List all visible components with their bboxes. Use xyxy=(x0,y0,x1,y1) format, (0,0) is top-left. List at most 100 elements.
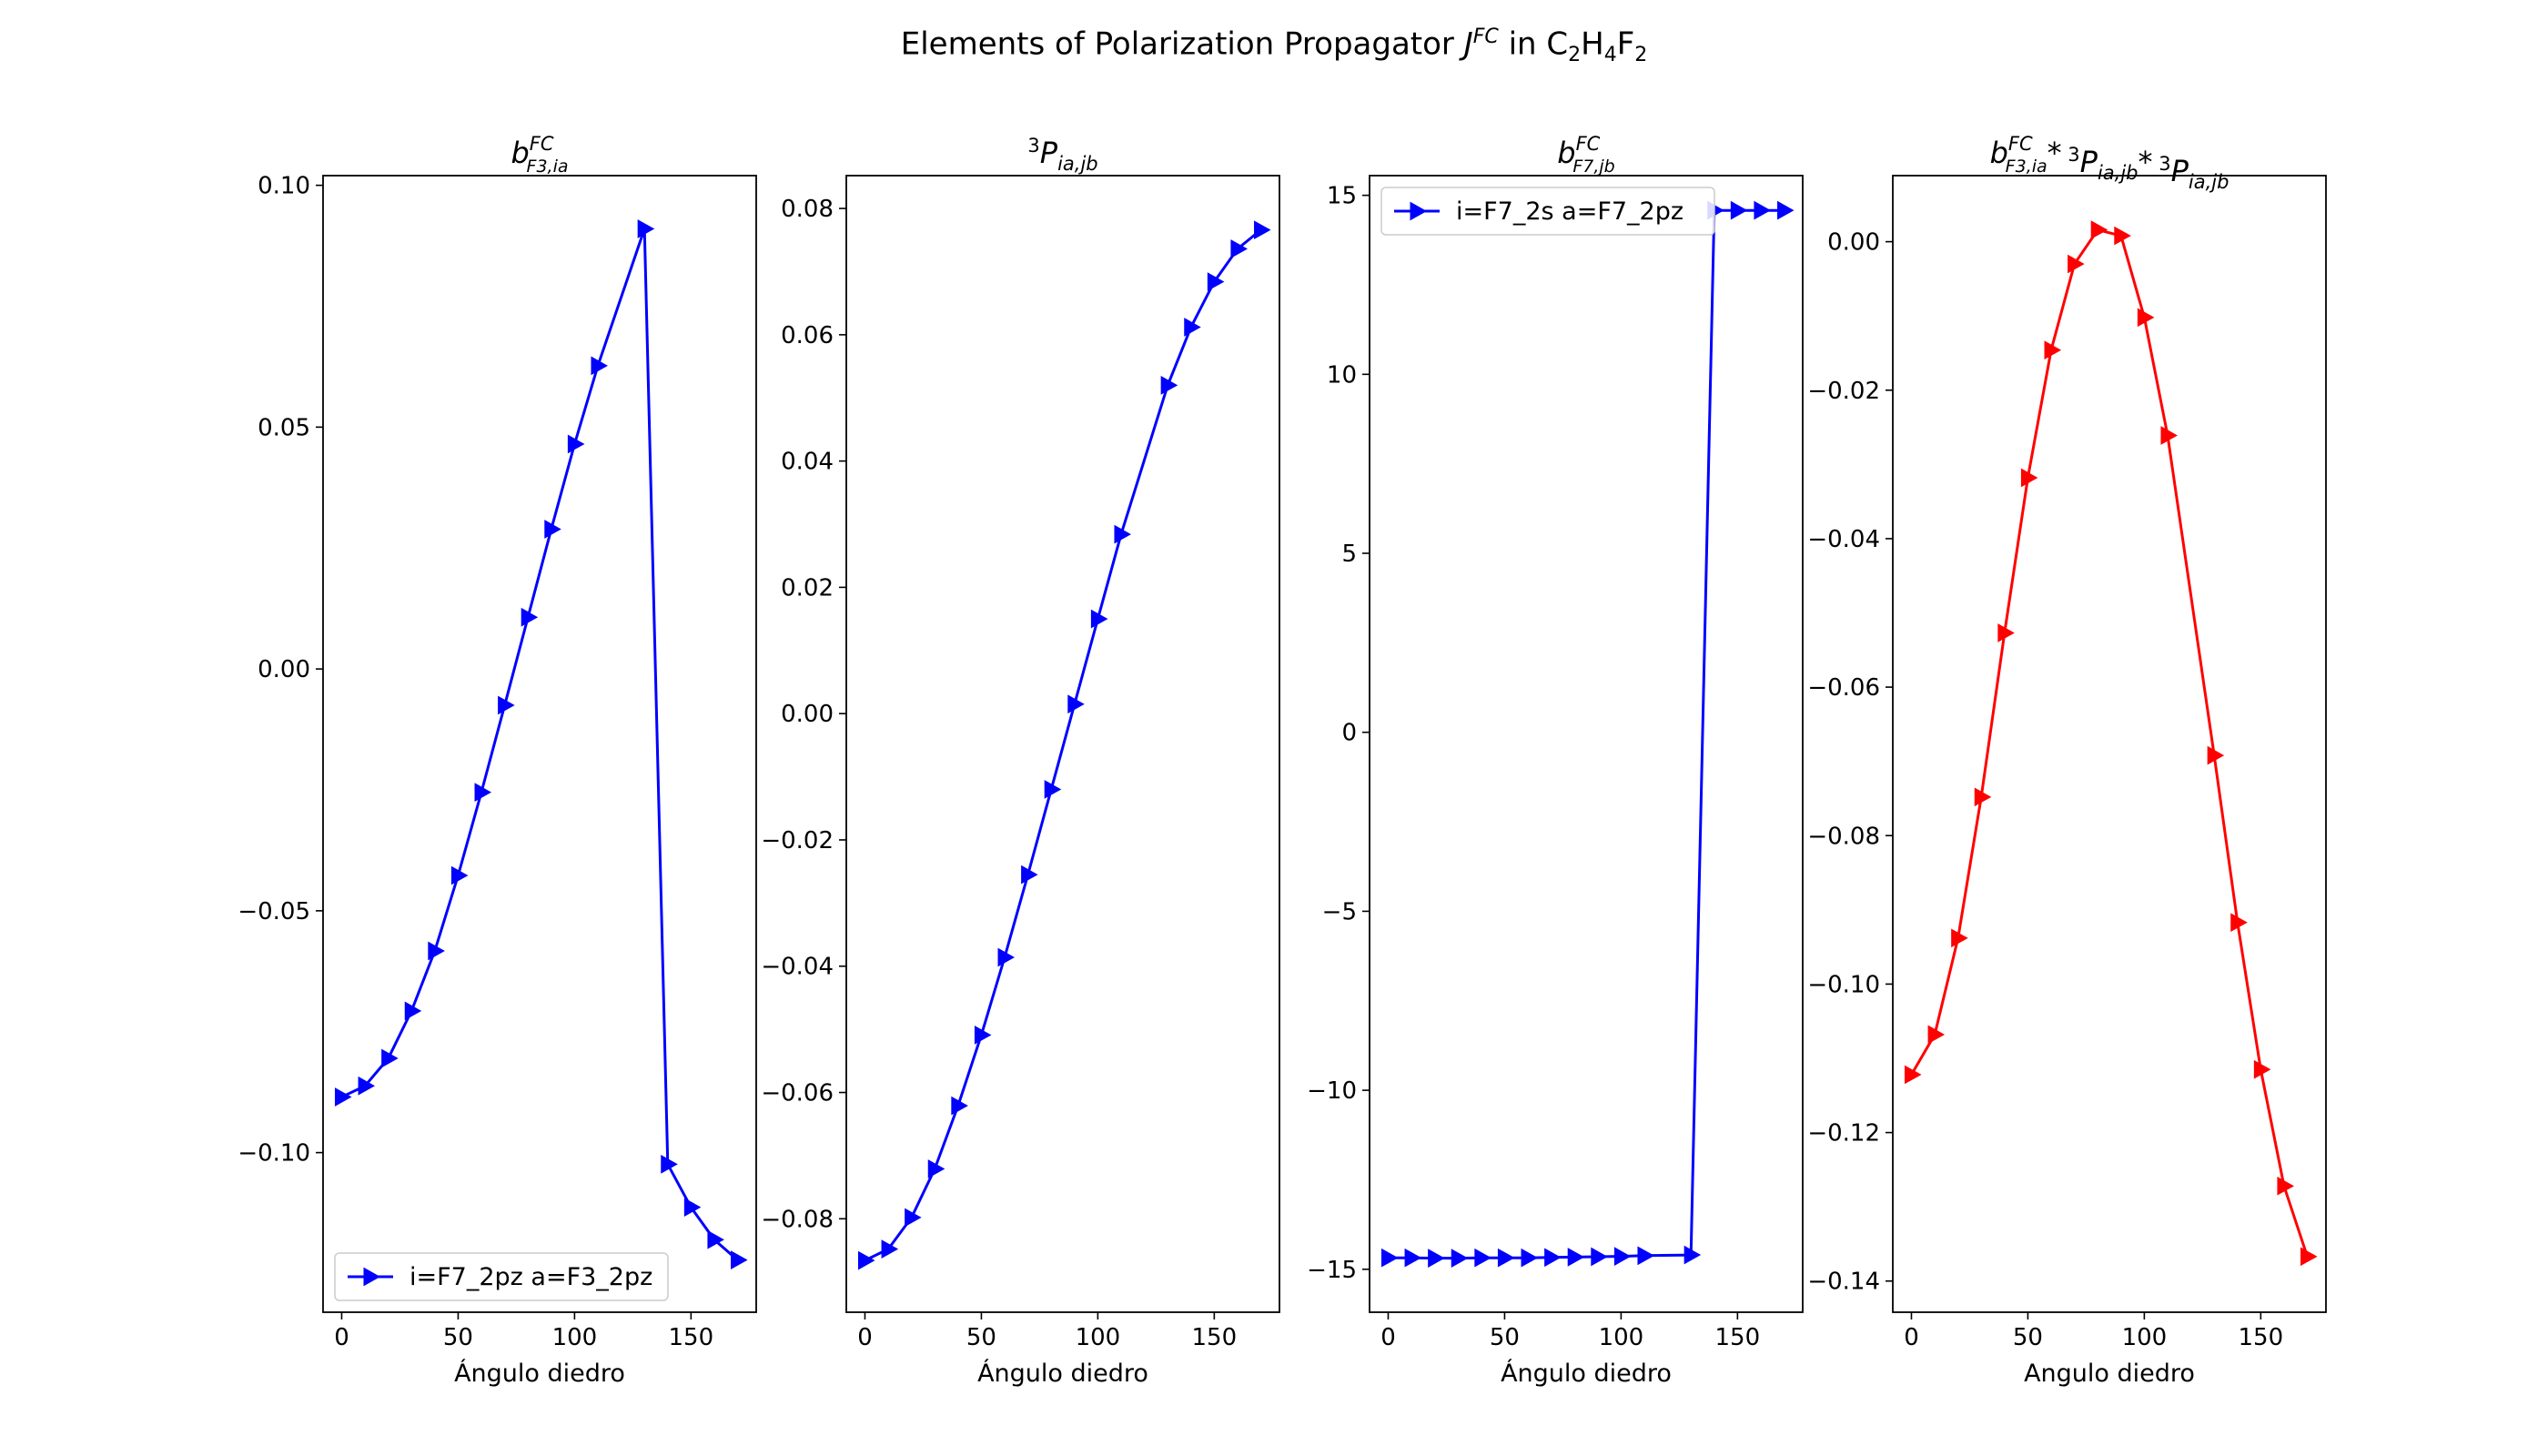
y-tick-label: −0.10 xyxy=(1807,971,1880,998)
data-point xyxy=(1997,623,2015,642)
data-point xyxy=(974,1026,992,1045)
y-tick-label: −15 xyxy=(1307,1257,1357,1284)
data-point xyxy=(2207,745,2225,765)
figure-title: Elements of Polarization Propagator JFC … xyxy=(900,25,1648,67)
y-tick-label: −10 xyxy=(1307,1077,1357,1105)
data-point xyxy=(1207,272,1225,291)
y-tick-label: −0.12 xyxy=(1807,1120,1880,1148)
data-point xyxy=(567,434,585,454)
series-line xyxy=(1910,228,2309,1258)
data-point xyxy=(591,356,609,376)
y-tick-label: −0.02 xyxy=(1807,378,1880,405)
y-tick-label: 0.02 xyxy=(781,574,834,602)
series-line xyxy=(340,228,739,1261)
x-axis-label: Angulo diedro xyxy=(2024,1360,2195,1388)
data-point xyxy=(1114,524,1132,544)
data-point xyxy=(1451,1249,1469,1268)
legend: i=F7_2pz a=F3_2pz xyxy=(334,1252,669,1301)
y-tick-label: 0.00 xyxy=(1827,229,1880,257)
data-point xyxy=(381,1048,399,1068)
data-point xyxy=(1730,200,1748,220)
data-point xyxy=(1380,1248,1399,1268)
series-line xyxy=(864,228,1262,1262)
y-tick-label: −0.04 xyxy=(761,954,834,981)
data-point xyxy=(1951,928,1968,948)
data-point xyxy=(2068,254,2085,274)
data-point xyxy=(544,520,561,539)
x-tick-label: 0 xyxy=(1904,1324,1919,1351)
y-tick-label: −0.06 xyxy=(761,1080,834,1107)
subplot-title: bFC F3,ia* 3Pia,jb* 3Pia,jb xyxy=(1990,133,2230,193)
y-tick-label: −0.08 xyxy=(761,1206,834,1233)
series-line xyxy=(1388,208,1785,1260)
data-point xyxy=(731,1250,748,1269)
axes-frame xyxy=(1892,175,2327,1313)
data-point xyxy=(1904,1065,1922,1085)
y-tick-label: 15 xyxy=(1327,183,1357,210)
data-point xyxy=(2137,308,2155,328)
data-point xyxy=(2230,913,2248,933)
data-point xyxy=(404,1001,422,1021)
x-tick-label: 150 xyxy=(1715,1324,1761,1351)
legend: i=F7_2s a=F7_2pz xyxy=(1380,187,1715,236)
x-axis-label: Ángulo diedro xyxy=(977,1359,1148,1388)
y-tick-label: 0.00 xyxy=(781,701,834,728)
data-point xyxy=(637,219,655,238)
data-point xyxy=(450,865,469,885)
x-tick-label: 150 xyxy=(2239,1324,2284,1351)
data-point xyxy=(358,1076,376,1096)
data-point xyxy=(2020,468,2038,488)
data-point xyxy=(2090,220,2108,239)
x-tick-label: 100 xyxy=(1599,1324,1644,1351)
x-tick-label: 150 xyxy=(1192,1324,1238,1351)
data-point xyxy=(1754,200,1771,220)
subplot-title: 3Pia,jb xyxy=(1027,135,1097,175)
axes-frame xyxy=(322,175,757,1313)
data-point xyxy=(1021,864,1038,885)
y-tick-label: −0.06 xyxy=(1807,674,1880,702)
x-tick-label: 100 xyxy=(1076,1324,1121,1351)
data-point xyxy=(1591,1247,1608,1267)
x-tick-label: 100 xyxy=(2122,1324,2168,1351)
x-tick-label: 50 xyxy=(443,1324,473,1351)
data-point xyxy=(1521,1248,1539,1268)
data-point xyxy=(1404,1248,1422,1268)
data-point xyxy=(1613,1247,1632,1266)
data-point xyxy=(474,783,492,803)
data-point xyxy=(2277,1176,2294,1196)
data-point xyxy=(1927,1025,1946,1045)
y-tick-label: 0.00 xyxy=(258,656,310,683)
subplot-title: bFC F7,jb xyxy=(1557,133,1614,177)
data-point xyxy=(334,1087,352,1107)
y-tick-label: −0.02 xyxy=(761,827,834,854)
y-tick-label: 0.08 xyxy=(781,196,834,223)
data-point xyxy=(905,1208,922,1228)
data-point xyxy=(881,1239,899,1259)
data-point xyxy=(1090,609,1108,629)
data-point xyxy=(1230,239,1248,258)
y-tick-label: 0.06 xyxy=(781,322,834,349)
y-tick-label: 0 xyxy=(1341,720,1357,747)
data-point xyxy=(2160,426,2179,445)
y-tick-label: 0.04 xyxy=(781,449,834,476)
legend-marker xyxy=(363,1267,381,1287)
data-point xyxy=(2114,226,2131,246)
data-point xyxy=(2044,340,2062,360)
x-tick-label: 50 xyxy=(2013,1324,2043,1351)
y-tick-label: 0.10 xyxy=(258,173,310,200)
x-tick-label: 50 xyxy=(966,1324,996,1351)
y-tick-label: −0.08 xyxy=(1807,823,1880,850)
y-tick-label: 0.05 xyxy=(258,414,310,441)
subplot-title: bFC F3,ia xyxy=(511,133,568,177)
data-point xyxy=(2300,1247,2318,1267)
y-tick-label: 5 xyxy=(1341,541,1357,568)
data-point xyxy=(661,1155,678,1174)
subplot-product: 0 50 100 150 −0.14 −0.12 −0.10 −0.08 −0.06 −0.04 −… xyxy=(1807,133,2327,1388)
subplot-b-f3-ia: 0 50 100 150 −0.10 −0.05 0.00 0.05 0.10 Ángulo di… xyxy=(238,133,757,1388)
x-tick-label: 50 xyxy=(1490,1324,1520,1351)
y-tick-label: −0.14 xyxy=(1807,1269,1880,1296)
data-point xyxy=(521,607,539,627)
data-point xyxy=(1474,1248,1491,1268)
data-point xyxy=(1974,787,1992,807)
